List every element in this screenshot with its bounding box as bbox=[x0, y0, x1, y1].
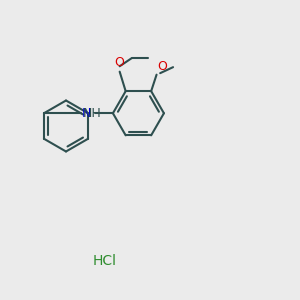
Text: HCl: HCl bbox=[93, 254, 117, 268]
Text: O: O bbox=[157, 60, 167, 73]
Text: N: N bbox=[82, 107, 91, 120]
Text: O: O bbox=[115, 56, 124, 69]
Text: NH: NH bbox=[83, 107, 102, 120]
